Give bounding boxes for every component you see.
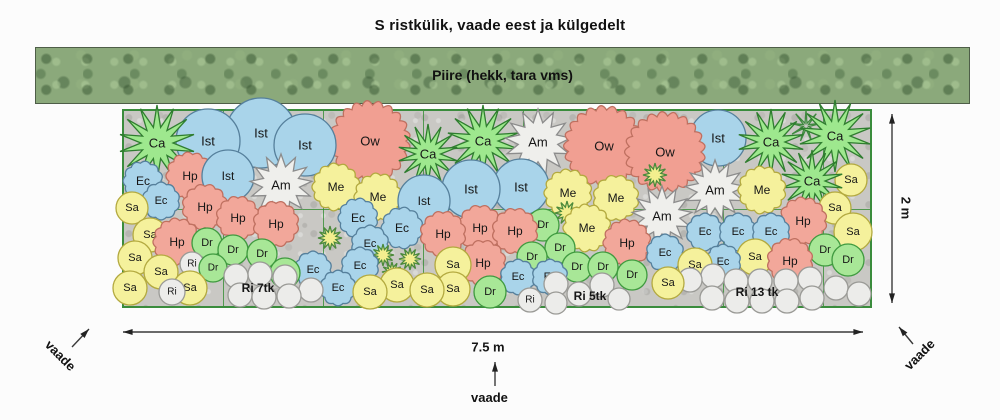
view-label-center: vaade: [471, 390, 508, 405]
hedge-label: Piire (hekk, tara vms): [432, 67, 573, 83]
view-label-left: vaade: [42, 337, 79, 374]
width-dimension-arrowhead: [853, 329, 863, 335]
view-label-right: vaade: [901, 336, 938, 373]
width-dimension-arrowhead: [123, 329, 133, 335]
view-arrowhead: [80, 329, 89, 338]
view-arrow-line: [71, 328, 90, 348]
height-dimension-arrowhead: [889, 114, 895, 124]
planting-bed: [122, 109, 872, 308]
view-arrowhead: [492, 362, 498, 372]
view-arrowhead: [899, 327, 908, 337]
page-title: S ristkülik, vaade eest ja külgedelt: [374, 17, 626, 34]
width-dimension-label: 7.5 m: [471, 340, 504, 355]
view-arrow-line: [898, 326, 914, 345]
height-dimension-label: 2 m: [899, 197, 914, 219]
hedge-band: Piire (hekk, tara vms): [35, 47, 970, 104]
height-dimension-arrowhead: [889, 293, 895, 303]
